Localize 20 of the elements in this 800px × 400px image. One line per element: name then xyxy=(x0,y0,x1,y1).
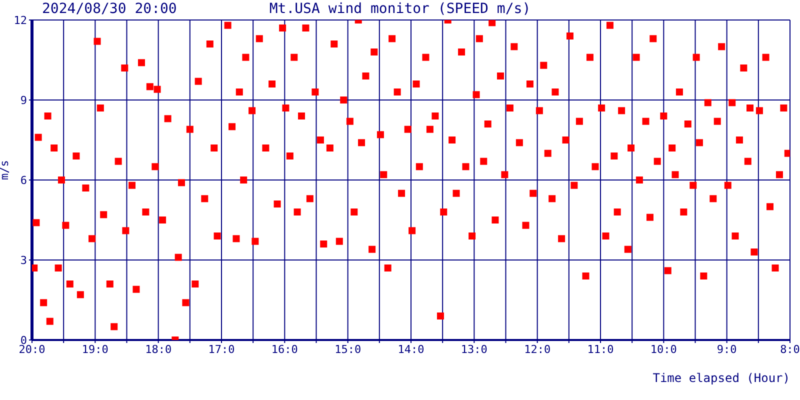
chart-title: Mt.USA wind monitor (SPEED m/s) xyxy=(269,1,531,17)
y-tick-label: 6 xyxy=(20,174,27,187)
x-tick-label: 18:0 xyxy=(145,342,172,356)
y-tick-label: 3 xyxy=(20,254,27,267)
x-tick-label: 9:0 xyxy=(716,342,737,356)
x-tick-label: 19:0 xyxy=(82,342,108,356)
y-tick-label: 12 xyxy=(14,14,27,27)
x-tick-label: 11:0 xyxy=(587,342,614,356)
x-tick-label: 8:0 xyxy=(780,342,800,356)
x-tick-label: 12:0 xyxy=(524,342,551,356)
x-tick-label: 15:0 xyxy=(334,342,362,356)
y-tick-label: 9 xyxy=(20,94,27,107)
x-tick-label: 10:0 xyxy=(650,342,677,356)
x-tick-label: 16:0 xyxy=(271,342,298,356)
x-tick-label: 17:0 xyxy=(208,342,235,356)
y-axis-title: m/s xyxy=(0,160,11,180)
x-tick-label: 14:0 xyxy=(398,342,424,356)
text: 2024/08/30 20:00 xyxy=(42,0,177,18)
x-tick-label: 13:0 xyxy=(460,342,488,356)
x-axis-title: Time elapsed (Hour) xyxy=(652,371,790,385)
